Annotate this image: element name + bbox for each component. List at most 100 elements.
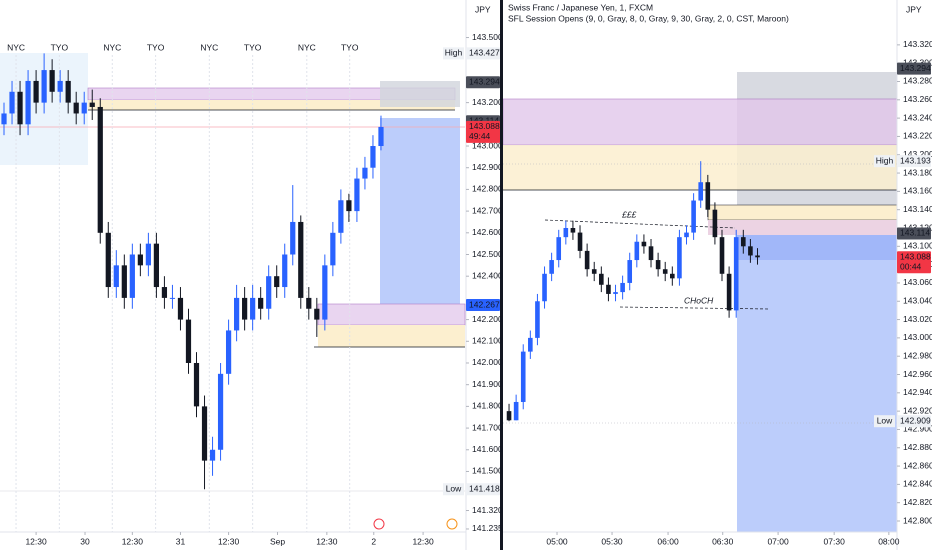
candle-body <box>73 102 79 114</box>
y-tick-label: 143.320 <box>903 39 932 49</box>
candle-body <box>648 246 654 261</box>
y-tick-label: 142.800 <box>472 184 503 194</box>
candle-body <box>41 70 47 103</box>
candle-body <box>691 200 696 233</box>
candle-body <box>520 351 526 402</box>
indicator-label: SFL Session Opens (9, 0, Gray, 8, 0, Gra… <box>508 13 789 23</box>
x-tick-label: 12:30 <box>25 536 47 546</box>
candle-body <box>314 308 320 320</box>
candle-body <box>266 276 272 309</box>
candle-body <box>613 292 618 294</box>
price-tag-word: High <box>876 155 894 165</box>
candle-body <box>225 330 232 374</box>
candle-body <box>719 237 725 274</box>
target-box <box>737 235 897 532</box>
candle-body <box>641 241 647 247</box>
price-tag-countdown: 49:44 <box>469 131 491 141</box>
candle-body <box>9 91 15 114</box>
candle-body <box>298 221 304 298</box>
session-label: TYO <box>341 42 359 52</box>
y-tick-label: 143.020 <box>903 314 932 324</box>
candle-body <box>354 178 360 212</box>
chart-title: Swiss Franc / Japanese Yen, 1, FXCM <box>508 2 653 12</box>
y-tick-label: 141.235 <box>472 523 503 533</box>
liquidity-line <box>544 219 736 229</box>
candle-body <box>217 373 224 450</box>
price-tag-label: 143.088 <box>900 252 931 262</box>
y-tick-label: 143.240 <box>903 112 932 122</box>
event-icon[interactable] <box>373 518 385 530</box>
x-tick-label: 12:30 <box>218 536 240 546</box>
candle-body <box>97 106 103 233</box>
y-tick-label: 143.000 <box>903 332 932 342</box>
candle-body <box>684 232 689 238</box>
candle-body <box>577 232 583 251</box>
x-tick-label: 12:30 <box>122 536 144 546</box>
price-tag-label: 142.267 <box>469 299 500 309</box>
candle-body <box>81 102 87 114</box>
candle-body <box>584 250 590 270</box>
annotation: £££ <box>621 209 636 219</box>
y-tick-label: 141.500 <box>472 466 503 476</box>
zone-beige <box>707 204 898 221</box>
y-tick-label: 143.220 <box>903 131 932 141</box>
y-tick-label: 142.980 <box>903 350 932 360</box>
price-tag-badge <box>443 47 464 60</box>
candle-body <box>89 102 95 107</box>
price-tag-label: 143.193 <box>900 155 931 165</box>
y-tick-label: 142.820 <box>903 497 932 507</box>
price-tag-label: 143.114 <box>900 228 930 238</box>
candle-body <box>542 273 547 302</box>
y-tick-label: 142.100 <box>472 336 503 346</box>
target-box <box>380 118 460 304</box>
candle-body <box>17 91 23 125</box>
y-tick-label: 141.600 <box>472 444 503 454</box>
candle-body <box>129 254 135 298</box>
candle-body <box>677 237 682 279</box>
y-tick-label: 143.180 <box>903 167 932 177</box>
y-tick-label: 141.700 <box>472 422 503 432</box>
session-label: TYO <box>244 42 262 52</box>
x-tick-label: 05:00 <box>546 536 568 546</box>
candle-body <box>242 297 248 320</box>
candle-body <box>330 232 336 266</box>
candle-body <box>282 254 288 288</box>
candle-body <box>25 80 31 125</box>
price-tag <box>466 299 500 312</box>
candle-body <box>563 228 569 238</box>
y-tick-label: 141.900 <box>472 379 503 389</box>
x-tick-label: Sep <box>270 536 285 546</box>
x-tick-label: 12:30 <box>316 536 338 546</box>
y-tick-label: 143.140 <box>903 204 932 214</box>
y-tick-label: 142.960 <box>903 369 932 379</box>
price-tag-label: 143.088 <box>469 121 500 131</box>
y-tick-label: 142.200 <box>472 314 503 324</box>
price-tag <box>897 155 931 168</box>
candle-body <box>755 255 760 258</box>
candle-body <box>362 167 368 179</box>
y-tick-label: 142.900 <box>903 424 932 434</box>
candle-body <box>113 265 119 288</box>
candle-body <box>506 411 512 421</box>
candle-body <box>57 80 63 92</box>
x-tick-label: 07:30 <box>824 536 846 546</box>
session-label: TYO <box>147 42 165 52</box>
price-tag <box>466 483 500 496</box>
right-zones: £££ CHoCH <box>502 72 898 532</box>
price-tag <box>897 251 931 274</box>
event-icon[interactable] <box>446 518 458 530</box>
candle-body <box>670 273 675 279</box>
price-tag-label: 143.114 <box>469 116 499 126</box>
x-tick-label: 31 <box>176 536 186 546</box>
y-tick-label: 142.400 <box>472 270 503 280</box>
price-tag-badge <box>874 155 895 168</box>
candle-body <box>209 449 216 461</box>
candle-body <box>193 362 200 407</box>
y-tick-label: 143.200 <box>903 149 932 159</box>
candle-body <box>627 260 633 283</box>
candle-body <box>33 80 39 103</box>
y-tick-label: 142.840 <box>903 479 932 489</box>
price-tag-badge <box>443 483 464 496</box>
y-tick-label: 143.100 <box>903 241 932 251</box>
price-tag-countdown: 00:44 <box>900 262 922 272</box>
